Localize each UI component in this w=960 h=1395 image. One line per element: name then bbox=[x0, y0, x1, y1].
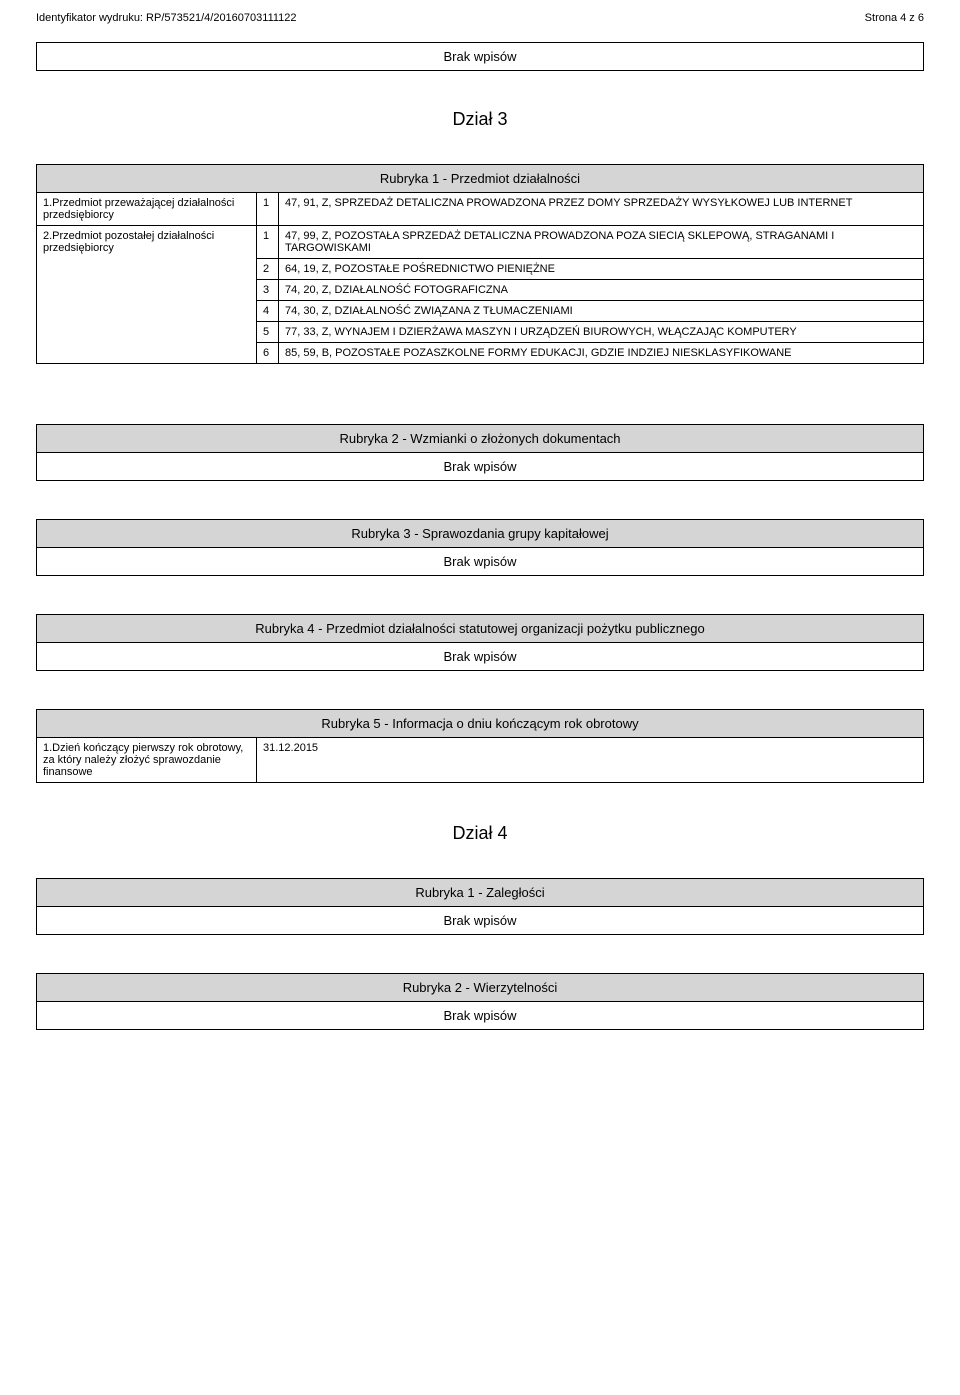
row2-item-num: 5 bbox=[257, 322, 279, 343]
section-title-dzial-4: Dział 4 bbox=[36, 823, 924, 844]
rubryka-3-header: Rubryka 3 - Sprawozdania grupy kapitałow… bbox=[37, 520, 923, 548]
row2-item-text: 74, 20, Z, DZIAŁALNOŚĆ FOTOGRAFICZNA bbox=[279, 280, 924, 301]
row2-item-text: 85, 59, B, POZOSTAŁE POZASZKOLNE FORMY E… bbox=[279, 343, 924, 364]
d4-rubryka-2: Rubryka 2 - Wierzytelności Brak wpisów bbox=[36, 973, 924, 1030]
d4-rubryka-1: Rubryka 1 - Zaległości Brak wpisów bbox=[36, 878, 924, 935]
rubryka-5-table: Rubryka 5 - Informacja o dniu kończącym … bbox=[36, 709, 924, 783]
top-empty-block: Brak wpisów bbox=[36, 42, 924, 71]
d4-rubryka-2-header: Rubryka 2 - Wierzytelności bbox=[37, 974, 923, 1002]
row1-item-text: 47, 91, Z, SPRZEDAŻ DETALICZNA PROWADZON… bbox=[279, 193, 924, 226]
row2-item-text: 47, 99, Z, POZOSTAŁA SPRZEDAŻ DETALICZNA… bbox=[279, 226, 924, 259]
rubryka-5-label: 1.Dzień kończący pierwszy rok obrotowy, … bbox=[37, 738, 257, 783]
row2-item-num: 4 bbox=[257, 301, 279, 322]
rubryka-3: Rubryka 3 - Sprawozdania grupy kapitałow… bbox=[36, 519, 924, 576]
rubryka-2-header: Rubryka 2 - Wzmianki o złożonych dokumen… bbox=[37, 425, 923, 453]
page-header: Identyfikator wydruku: RP/573521/4/20160… bbox=[36, 12, 924, 24]
row2-item-text: 77, 33, Z, WYNAJEM I DZIERŻAWA MASZYN I … bbox=[279, 322, 924, 343]
row2-item-num: 6 bbox=[257, 343, 279, 364]
rubryka-2-empty: Brak wpisów bbox=[37, 453, 923, 480]
d4-rubryka-1-header: Rubryka 1 - Zaległości bbox=[37, 879, 923, 907]
page-number: Strona 4 z 6 bbox=[865, 12, 924, 24]
section-title-dzial-3: Dział 3 bbox=[36, 109, 924, 130]
row2-item-num: 3 bbox=[257, 280, 279, 301]
d4-rubryka-1-empty: Brak wpisów bbox=[37, 907, 923, 934]
row1-label: 1.Przedmiot przeważającej działalności p… bbox=[37, 193, 257, 226]
row2-item-num: 1 bbox=[257, 226, 279, 259]
row2-label: 2.Przedmiot pozostałej działalności prze… bbox=[37, 226, 257, 364]
row1-item-num: 1 bbox=[257, 193, 279, 226]
rubryka-3-empty: Brak wpisów bbox=[37, 548, 923, 575]
rubryka-1-header: Rubryka 1 - Przedmiot działalności bbox=[37, 165, 924, 193]
rubryka-2: Rubryka 2 - Wzmianki o złożonych dokumen… bbox=[36, 424, 924, 481]
rubryka-5-value: 31.12.2015 bbox=[257, 738, 924, 783]
rubryka-5-header: Rubryka 5 - Informacja o dniu kończącym … bbox=[37, 710, 924, 738]
doc-id: Identyfikator wydruku: RP/573521/4/20160… bbox=[36, 12, 297, 24]
row2-item-num: 2 bbox=[257, 259, 279, 280]
rubryka-4-empty: Brak wpisów bbox=[37, 643, 923, 670]
rubryka-1-table: Rubryka 1 - Przedmiot działalności 1.Prz… bbox=[36, 164, 924, 364]
row2-item-text: 64, 19, Z, POZOSTAŁE POŚREDNICTWO PIENIĘ… bbox=[279, 259, 924, 280]
rubryka-4: Rubryka 4 - Przedmiot działalności statu… bbox=[36, 614, 924, 671]
empty-text: Brak wpisów bbox=[37, 43, 923, 70]
d4-rubryka-2-empty: Brak wpisów bbox=[37, 1002, 923, 1029]
rubryka-4-header: Rubryka 4 - Przedmiot działalności statu… bbox=[37, 615, 923, 643]
row2-item-text: 74, 30, Z, DZIAŁALNOŚĆ ZWIĄZANA Z TŁUMAC… bbox=[279, 301, 924, 322]
